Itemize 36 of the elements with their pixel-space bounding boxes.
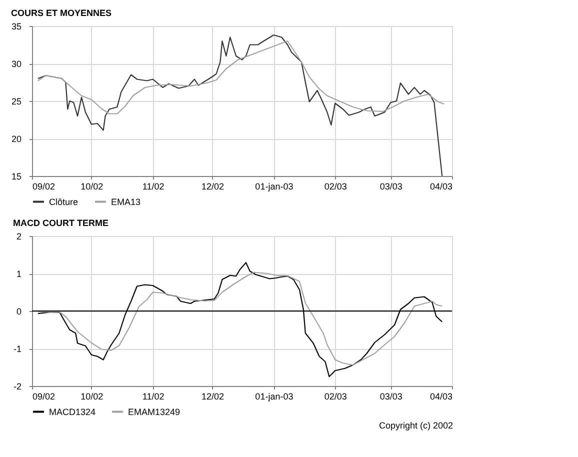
x-tick-label: 04/03 xyxy=(430,392,452,402)
y-tick-label: 30 xyxy=(11,59,22,69)
x-tick-label: 11/02 xyxy=(142,392,164,402)
x-tick-label: 01-jan-03 xyxy=(255,182,294,192)
y-tick-label: 20 xyxy=(11,134,22,144)
chart-title: MACD COURT TERME xyxy=(13,218,108,228)
x-tick-label: 01-jan-03 xyxy=(255,392,294,402)
line-series xyxy=(37,272,443,366)
y-tick-label: 0 xyxy=(16,306,22,316)
y-tick-label: -2 xyxy=(13,382,22,392)
y-tick-label: -1 xyxy=(13,344,22,354)
legend-label: Clôture xyxy=(49,196,78,207)
legend-label: EMA13 xyxy=(111,196,141,207)
x-tick-label: 02/03 xyxy=(324,392,347,402)
x-tick-label: 11/02 xyxy=(142,182,164,192)
x-tick-label: 04/03 xyxy=(430,182,452,192)
text: Copyright (c) 2002 xyxy=(378,420,453,430)
x-tick-label: 02/03 xyxy=(324,182,347,192)
x-tick-label: 03/03 xyxy=(380,392,402,402)
x-tick-label: 12/02 xyxy=(202,392,224,402)
chart-title: COURS ET MOYENNES xyxy=(10,8,112,18)
y-tick-label: 35 xyxy=(11,22,22,32)
y-tick-label: 25 xyxy=(11,96,22,106)
x-tick-label: 10/02 xyxy=(80,182,104,192)
x-tick-label: 09/02 xyxy=(32,392,56,402)
legend-label: EMAM13249 xyxy=(128,406,180,417)
line-series xyxy=(37,40,445,114)
x-tick-label: 12/02 xyxy=(202,182,224,192)
y-tick-label: 15 xyxy=(11,172,22,182)
y-tick-label: 2 xyxy=(16,232,22,242)
line-series xyxy=(37,34,443,177)
x-tick-label: 10/02 xyxy=(80,392,104,402)
x-tick-label: 03/03 xyxy=(380,182,402,192)
legend-label: MACD1324 xyxy=(49,406,96,417)
y-tick-label: 1 xyxy=(16,269,22,279)
x-tick-label: 09/02 xyxy=(32,182,56,192)
